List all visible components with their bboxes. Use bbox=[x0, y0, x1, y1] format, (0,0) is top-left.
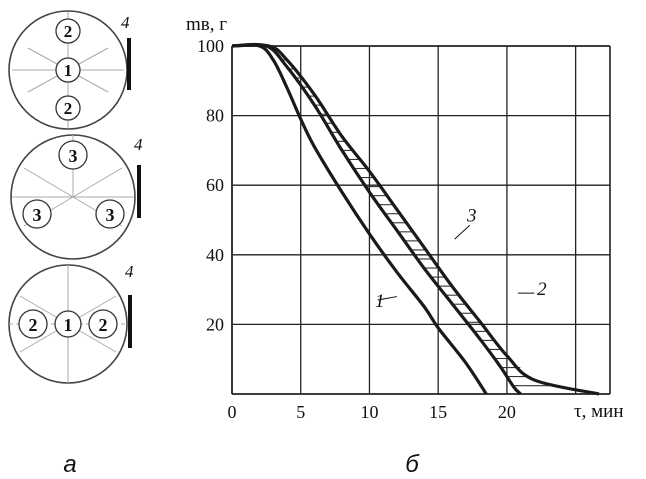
series-annotation: 2 bbox=[537, 279, 547, 300]
sample-label: 3 bbox=[69, 146, 78, 166]
y-tick-label: 80 bbox=[206, 106, 224, 126]
sample-circle bbox=[55, 95, 81, 121]
annotation-leader bbox=[454, 224, 471, 240]
sample-label: 2 bbox=[99, 315, 108, 335]
sample-circle bbox=[95, 199, 125, 229]
marker-bar bbox=[137, 165, 141, 218]
sample-circle bbox=[88, 309, 118, 339]
sample-circle bbox=[55, 57, 81, 83]
series-line-2 bbox=[231, 43, 600, 396]
sample-circle bbox=[58, 140, 88, 170]
series-line-3 bbox=[231, 42, 522, 396]
y-tick-label: 60 bbox=[206, 175, 224, 195]
series-annotation: 3 bbox=[466, 206, 477, 227]
sample-label: 2 bbox=[29, 315, 38, 335]
sample-label: 1 bbox=[64, 61, 73, 80]
sample-label: 3 bbox=[33, 205, 42, 225]
x-tick-label: 15 bbox=[429, 402, 447, 422]
sample-label: 1 bbox=[64, 315, 73, 335]
series-annotations: 1 2 3 bbox=[375, 206, 547, 312]
marker-label: 4 bbox=[134, 135, 143, 154]
x-tick-label: 0 bbox=[228, 402, 237, 422]
x-axis-label: τ, мин bbox=[574, 401, 624, 422]
sample-circle bbox=[22, 199, 52, 229]
sample-circle bbox=[18, 309, 48, 339]
y-tick-label: 100 bbox=[197, 36, 224, 56]
chart: 0 5 10 15 20 100 80 60 40 20 mв, г τ, мин 1 2 3 bbox=[186, 14, 624, 422]
marker-bar bbox=[128, 295, 132, 348]
series-annotation: 1 bbox=[375, 291, 385, 312]
y-tick-label: 40 bbox=[206, 245, 224, 265]
marker-label: 4 bbox=[125, 262, 134, 281]
series-line-1 bbox=[231, 43, 488, 395]
sample-label: 2 bbox=[64, 22, 73, 41]
x-tick-label: 5 bbox=[296, 402, 305, 422]
y-axis-label: mв, г bbox=[186, 14, 227, 35]
sample-label: 2 bbox=[64, 99, 73, 118]
sample-circle bbox=[55, 18, 81, 44]
marker-bar bbox=[127, 38, 131, 90]
x-tick-label: 10 bbox=[360, 402, 378, 422]
series-lines bbox=[231, 42, 600, 396]
diagram-top: 2 1 2 4 bbox=[8, 10, 131, 130]
panel-label-right: б bbox=[405, 451, 420, 478]
tick-labels: 0 5 10 15 20 100 80 60 40 20 bbox=[197, 36, 516, 422]
panel-label-left: а bbox=[63, 451, 76, 478]
y-tick-label: 20 bbox=[206, 314, 224, 334]
diagram-bottom: 2 1 2 4 bbox=[8, 262, 134, 384]
marker-label: 4 bbox=[121, 13, 130, 32]
diagram-middle: 3 3 3 4 bbox=[10, 134, 143, 260]
annotation-leader bbox=[377, 296, 398, 301]
grid bbox=[231, 45, 611, 395]
sample-label: 3 bbox=[106, 205, 115, 225]
x-tick-label: 20 bbox=[498, 402, 516, 422]
sample-circle bbox=[54, 310, 82, 338]
